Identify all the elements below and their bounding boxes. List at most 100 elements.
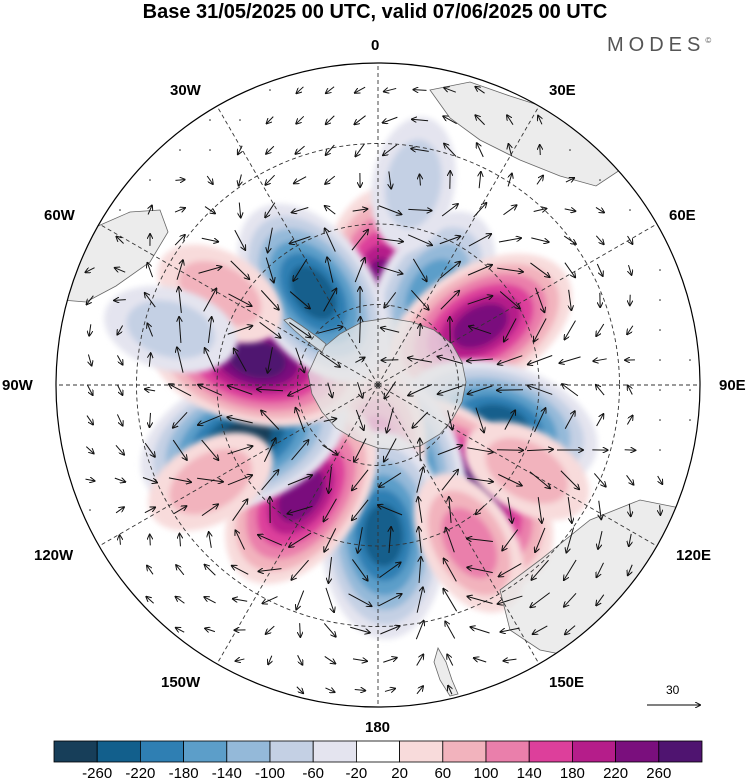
wind-arrow bbox=[628, 564, 633, 576]
wind-arrow bbox=[325, 206, 336, 215]
wind-arrow bbox=[444, 88, 456, 93]
wind-arrow bbox=[564, 262, 575, 278]
anomaly-contour bbox=[452, 303, 509, 349]
wind-arrow bbox=[323, 623, 335, 636]
wind-arrow bbox=[293, 258, 308, 281]
wind-arrow bbox=[420, 324, 421, 337]
wind-arrow bbox=[263, 438, 275, 462]
wind-arrow bbox=[115, 445, 124, 454]
wind-arrow bbox=[323, 289, 337, 312]
wind-arrow bbox=[351, 230, 368, 251]
colorbar-tick-label: 20 bbox=[391, 765, 408, 782]
wind-arrow bbox=[205, 628, 216, 631]
wind-arrow bbox=[502, 529, 519, 551]
wind-calm-dot bbox=[149, 179, 151, 181]
wind-arrow bbox=[508, 144, 511, 157]
wind-arrow bbox=[198, 385, 223, 396]
meridian-line bbox=[377, 384, 658, 547]
wind-arrow bbox=[325, 688, 334, 692]
wind-calm-dot bbox=[209, 119, 211, 121]
wind-arrow bbox=[626, 416, 632, 425]
wind-arrow bbox=[289, 532, 312, 547]
wind-arrow bbox=[412, 411, 429, 428]
wind-arrow bbox=[150, 412, 151, 427]
wind-arrow bbox=[408, 384, 432, 396]
wind-arrow bbox=[475, 87, 485, 94]
wind-arrow bbox=[445, 622, 456, 639]
wind-arrow bbox=[378, 594, 401, 607]
wind-arrow bbox=[380, 626, 399, 635]
wind-arrow bbox=[180, 534, 181, 547]
wind-arrow bbox=[381, 328, 400, 333]
wind-arrow bbox=[629, 533, 631, 546]
wind-calm-dot bbox=[659, 419, 661, 421]
colorbar-tick-label: -260 bbox=[82, 765, 113, 782]
wind-arrow bbox=[660, 505, 661, 515]
wind-arrow bbox=[265, 174, 275, 185]
wind-arrow bbox=[411, 149, 429, 152]
wind-calm-dot bbox=[659, 329, 661, 331]
wind-calm-dot bbox=[599, 179, 601, 181]
wind-arrow bbox=[499, 291, 520, 309]
label-lon-0: 0 bbox=[371, 37, 380, 54]
wind-arrow bbox=[232, 566, 249, 575]
wind-arrow bbox=[355, 143, 365, 157]
wind-arrow bbox=[595, 235, 603, 244]
wind-arrow bbox=[447, 655, 454, 666]
colorbar-tick-label: 260 bbox=[646, 765, 672, 782]
wind-arrow bbox=[534, 318, 547, 342]
wind-arrow bbox=[596, 323, 605, 336]
wind-arrow bbox=[498, 595, 523, 604]
label-lon-30e: 30E bbox=[549, 82, 576, 99]
wind-arrow bbox=[268, 655, 272, 665]
wind-arrow bbox=[198, 414, 223, 425]
wind-arrow bbox=[540, 145, 541, 156]
wind-calm-dot bbox=[659, 269, 661, 271]
label-lon-180: 180 bbox=[365, 719, 391, 736]
colorbar-tick-label: -60 bbox=[302, 765, 325, 782]
label-lon-90w: 90W bbox=[2, 377, 33, 394]
wind-arrow bbox=[239, 202, 240, 218]
wind-arrow bbox=[377, 265, 403, 274]
wind-arrow bbox=[86, 415, 93, 425]
wind-arrow bbox=[326, 86, 335, 93]
wind-arrow bbox=[144, 507, 155, 514]
wind-arrow bbox=[168, 477, 191, 482]
wind-arrow bbox=[150, 535, 151, 546]
wind-arrow bbox=[172, 439, 187, 460]
wind-arrow bbox=[468, 385, 493, 394]
wind-arrow bbox=[296, 115, 305, 123]
wind-arrow bbox=[297, 86, 304, 93]
map-title: Base 31/05/2025 00 UTC, valid 07/06/2025… bbox=[142, 1, 608, 23]
label-lon-30w: 30W bbox=[170, 82, 201, 99]
wind-calm-dot bbox=[269, 89, 271, 91]
wind-arrow bbox=[268, 347, 273, 373]
wind-arrow bbox=[236, 659, 245, 661]
colorbar-tick-label: 60 bbox=[434, 765, 452, 782]
wind-calm-dot bbox=[179, 149, 181, 151]
wind-arrow bbox=[238, 145, 242, 155]
wind-arrow bbox=[377, 237, 403, 241]
copyright-mark: © bbox=[705, 36, 712, 45]
wind-arrow bbox=[479, 172, 481, 189]
colorbar-swatch bbox=[139, 740, 184, 763]
colorbar-swatch bbox=[312, 740, 357, 763]
wind-arrow bbox=[176, 565, 185, 576]
wind-arrow bbox=[360, 317, 361, 344]
wind-arrow bbox=[536, 176, 543, 185]
wind-arrow bbox=[87, 295, 94, 305]
wind-arrow bbox=[354, 258, 365, 283]
wind-arrow bbox=[504, 318, 517, 342]
wind-arrow bbox=[297, 655, 303, 664]
wind-arrow bbox=[227, 446, 253, 455]
wind-arrow bbox=[267, 116, 274, 124]
wind-arrow bbox=[387, 407, 394, 432]
wind-arrow bbox=[85, 267, 95, 273]
wind-arrow bbox=[325, 228, 336, 252]
wind-arrow bbox=[526, 449, 553, 450]
wind-arrow bbox=[560, 470, 579, 489]
wind-arrow bbox=[564, 411, 575, 429]
wind-arrow bbox=[227, 326, 253, 335]
meridian-line bbox=[98, 223, 379, 386]
wind-arrow bbox=[300, 623, 301, 637]
